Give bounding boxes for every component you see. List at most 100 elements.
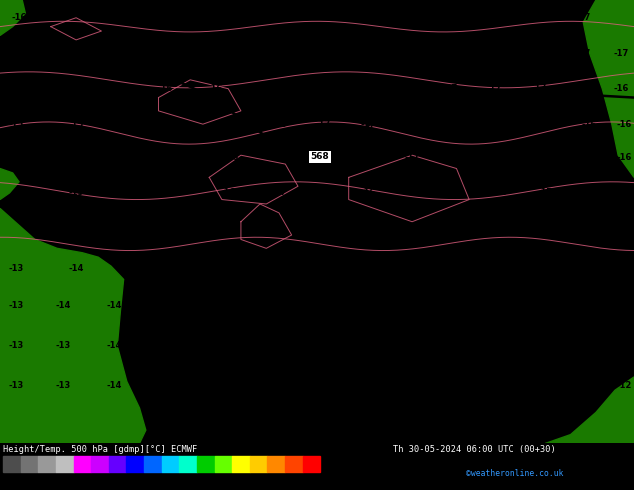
Text: -17: -17 [208, 13, 223, 22]
Text: -36: -36 [52, 475, 60, 480]
Bar [302, 456, 320, 472]
Bar [91, 456, 109, 472]
Text: -17: -17 [493, 188, 508, 197]
Text: 30: 30 [247, 475, 253, 480]
Polygon shape [583, 0, 634, 177]
Text: -17: -17 [443, 49, 458, 58]
Text: -17: -17 [443, 84, 458, 93]
Text: -16: -16 [208, 84, 223, 93]
Text: -16: -16 [221, 188, 236, 197]
Text: -13: -13 [8, 264, 23, 273]
Text: -17: -17 [614, 49, 629, 58]
Text: -16: -16 [538, 264, 553, 273]
Text: -16: -16 [360, 264, 375, 273]
Bar [214, 456, 232, 472]
Text: -17: -17 [157, 49, 172, 58]
Bar [109, 456, 126, 472]
Text: -17: -17 [100, 13, 115, 22]
Text: -16: -16 [56, 49, 71, 58]
Text: -15: -15 [68, 120, 84, 129]
Text: -16: -16 [354, 301, 369, 311]
Text: -12: -12 [617, 301, 632, 311]
Bar [39, 456, 56, 472]
Text: -16: -16 [126, 153, 141, 162]
Text: -16: -16 [119, 188, 134, 197]
Text: -16: -16 [259, 13, 274, 22]
Text: -12: -12 [617, 381, 632, 391]
Bar [268, 456, 285, 472]
Text: -16: -16 [176, 153, 191, 162]
Text: -17: -17 [398, 13, 413, 22]
Text: -13: -13 [576, 381, 591, 391]
Text: -15: -15 [126, 226, 141, 235]
Text: -48: -48 [16, 475, 25, 480]
Text: -17: -17 [449, 188, 464, 197]
Text: -15: -15 [208, 342, 223, 350]
Text: -15: -15 [398, 301, 413, 311]
Text: -24: -24 [87, 475, 96, 480]
Bar [250, 456, 268, 472]
Text: -15: -15 [68, 188, 84, 197]
Text: -16: -16 [316, 264, 331, 273]
Text: -16: -16 [449, 226, 464, 235]
Text: -16: -16 [360, 188, 375, 197]
Text: -17: -17 [316, 120, 331, 129]
Text: -17: -17 [487, 84, 502, 93]
Text: -15: -15 [354, 342, 369, 350]
Text: -12: -12 [122, 475, 131, 480]
Text: -16: -16 [56, 84, 71, 93]
Text: -16: -16 [119, 120, 134, 129]
Text: -16: -16 [582, 188, 597, 197]
Text: -17: -17 [316, 153, 331, 162]
Text: -16: -16 [303, 49, 318, 58]
Text: -14: -14 [107, 301, 122, 311]
Text: -15: -15 [259, 342, 274, 350]
Text: -13: -13 [8, 301, 23, 311]
Text: -16: -16 [224, 153, 239, 162]
Text: -15: -15 [208, 381, 223, 391]
Text: -17: -17 [404, 153, 420, 162]
Text: -16: -16 [316, 226, 331, 235]
Text: -16: -16 [404, 264, 420, 273]
Text: 24: 24 [229, 475, 235, 480]
Text: -13: -13 [487, 342, 502, 350]
Text: -15: -15 [354, 381, 369, 391]
Text: -15: -15 [487, 301, 502, 311]
Text: -15: -15 [303, 342, 318, 350]
Text: -16: -16 [208, 49, 223, 58]
Text: Th 30-05-2024 06:00 UTC (00+30): Th 30-05-2024 06:00 UTC (00+30) [393, 445, 556, 454]
Text: -16: -16 [449, 264, 464, 273]
Text: -15: -15 [259, 381, 274, 391]
Text: -42: -42 [34, 475, 42, 480]
Text: 0: 0 [160, 475, 164, 480]
Text: -16: -16 [582, 120, 597, 129]
Text: 18: 18 [211, 475, 218, 480]
Text: -16: -16 [303, 301, 318, 311]
Text: -14: -14 [56, 301, 71, 311]
Polygon shape [545, 377, 634, 443]
Text: -17: -17 [493, 120, 508, 129]
Text: -13: -13 [531, 342, 547, 350]
Text: -16: -16 [170, 188, 185, 197]
Text: -16: -16 [617, 120, 632, 129]
Text: -17: -17 [404, 120, 420, 129]
Text: -14: -14 [157, 381, 172, 391]
Bar [179, 456, 197, 472]
Text: -14: -14 [107, 342, 122, 350]
Text: -17: -17 [576, 13, 591, 22]
Text: -17: -17 [538, 226, 553, 235]
Polygon shape [0, 0, 25, 35]
Text: -16: -16 [576, 84, 591, 93]
Text: -16: -16 [221, 120, 236, 129]
Text: -16: -16 [11, 13, 27, 22]
Text: -17: -17 [538, 120, 553, 129]
Text: -17: -17 [271, 188, 287, 197]
Text: -15: -15 [224, 264, 239, 273]
Text: -15: -15 [443, 301, 458, 311]
Text: -15: -15 [157, 301, 172, 311]
Text: -17: -17 [354, 13, 369, 22]
Text: -16: -16 [157, 84, 172, 93]
Text: -17: -17 [271, 153, 287, 162]
Text: -17: -17 [404, 188, 420, 197]
Text: -15: -15 [176, 264, 191, 273]
